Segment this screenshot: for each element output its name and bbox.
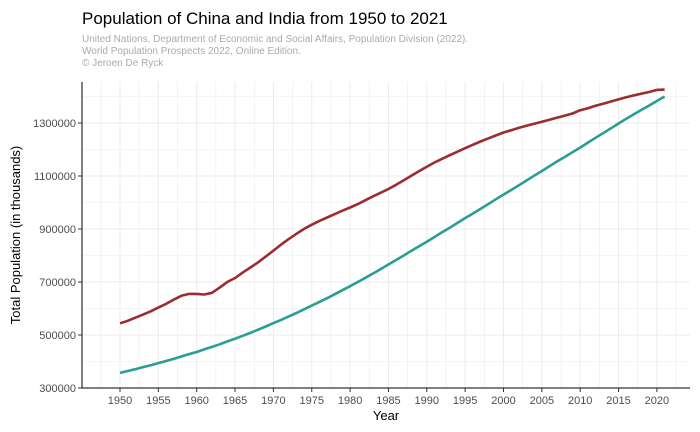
- x-tick-label: 1990: [415, 395, 439, 407]
- series-line-china: [119, 88, 665, 325]
- x-tick-label: 1985: [376, 395, 400, 407]
- x-tick-label: 2010: [568, 395, 592, 407]
- grid: [82, 82, 690, 389]
- chart-title: Population of China and India from 1950 …: [82, 9, 448, 28]
- x-tick-label: 1975: [300, 395, 324, 407]
- x-tick-label: 1980: [338, 395, 362, 407]
- x-tick-label: 2000: [491, 395, 515, 407]
- x-axis-label: Year: [373, 408, 400, 423]
- y-tick-label: 900000: [39, 224, 76, 236]
- y-axis-label: Total Population (in thousands): [8, 146, 23, 325]
- x-tick-label: 1960: [184, 395, 208, 407]
- y-tick-label: 1100000: [34, 171, 76, 183]
- series-lines: [119, 88, 666, 375]
- subtitle-line-1: United Nations, Department of Economic a…: [82, 34, 468, 45]
- series-line-india: [119, 95, 666, 375]
- x-tick-label: 1995: [453, 395, 477, 407]
- x-tick-label: 2015: [606, 395, 630, 407]
- y-tick-label: 500000: [39, 330, 76, 342]
- x-tick-label: 2020: [645, 395, 669, 407]
- x-tick-label: 2005: [530, 395, 554, 407]
- x-tick-label: 1950: [108, 395, 132, 407]
- subtitle-line-2: World Population Prospects 2022, Online …: [82, 46, 301, 57]
- y-tick-label: 1300000: [33, 118, 76, 130]
- y-tick-label: 300000: [39, 383, 76, 395]
- x-tick-label: 1955: [146, 395, 170, 407]
- axis-ticks: 1950 1955 1960 1965 1970 1975 1980 1985 1990 1995…: [33, 118, 669, 407]
- y-tick-label: 700000: [39, 277, 76, 289]
- subtitle-line-3: © Jeroen De Ryck: [82, 58, 164, 69]
- x-tick-label: 1965: [223, 395, 247, 407]
- x-tick-label: 1970: [261, 395, 285, 407]
